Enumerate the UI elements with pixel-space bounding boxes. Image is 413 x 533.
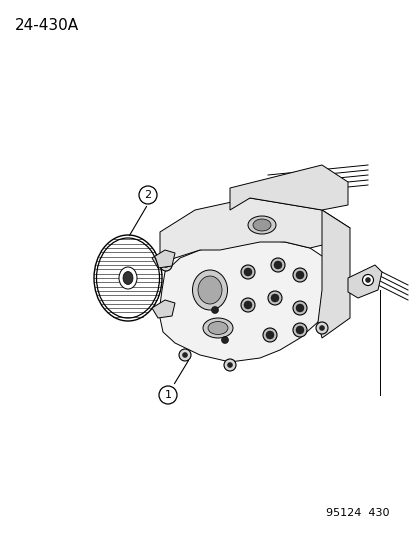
Ellipse shape <box>123 271 133 285</box>
Circle shape <box>178 349 190 361</box>
Circle shape <box>292 301 306 315</box>
Text: 1: 1 <box>164 390 171 400</box>
Polygon shape <box>159 240 334 362</box>
Circle shape <box>243 268 252 276</box>
Circle shape <box>315 322 327 334</box>
Ellipse shape <box>94 235 161 321</box>
Circle shape <box>139 186 157 204</box>
Circle shape <box>159 386 177 404</box>
Ellipse shape <box>247 216 275 234</box>
Ellipse shape <box>252 219 271 231</box>
Circle shape <box>273 261 281 269</box>
Circle shape <box>267 291 281 305</box>
Circle shape <box>295 271 303 279</box>
Circle shape <box>227 362 232 367</box>
Circle shape <box>319 326 324 330</box>
Circle shape <box>266 331 273 339</box>
Ellipse shape <box>207 321 228 335</box>
Ellipse shape <box>197 276 221 304</box>
Circle shape <box>211 306 218 313</box>
Polygon shape <box>347 265 381 298</box>
Circle shape <box>365 278 370 282</box>
Circle shape <box>362 274 373 286</box>
Circle shape <box>221 336 228 343</box>
Circle shape <box>271 294 278 302</box>
Circle shape <box>159 304 171 316</box>
Circle shape <box>262 328 276 342</box>
Circle shape <box>182 352 187 358</box>
Ellipse shape <box>202 318 233 338</box>
Circle shape <box>159 259 171 271</box>
Circle shape <box>271 258 284 272</box>
Polygon shape <box>152 250 175 268</box>
Circle shape <box>295 326 303 334</box>
Circle shape <box>163 262 168 268</box>
Polygon shape <box>230 165 347 210</box>
Circle shape <box>292 323 306 337</box>
Polygon shape <box>317 210 349 338</box>
Text: 2: 2 <box>144 190 151 200</box>
Text: 95124  430: 95124 430 <box>326 508 389 518</box>
Ellipse shape <box>192 270 227 310</box>
Circle shape <box>292 268 306 282</box>
Circle shape <box>163 308 168 312</box>
Circle shape <box>295 304 303 312</box>
Circle shape <box>243 301 252 309</box>
Circle shape <box>223 359 235 371</box>
Polygon shape <box>152 300 175 318</box>
Circle shape <box>240 265 254 279</box>
Polygon shape <box>159 198 349 268</box>
Circle shape <box>240 298 254 312</box>
Ellipse shape <box>119 267 137 289</box>
Text: 24-430A: 24-430A <box>15 18 79 33</box>
